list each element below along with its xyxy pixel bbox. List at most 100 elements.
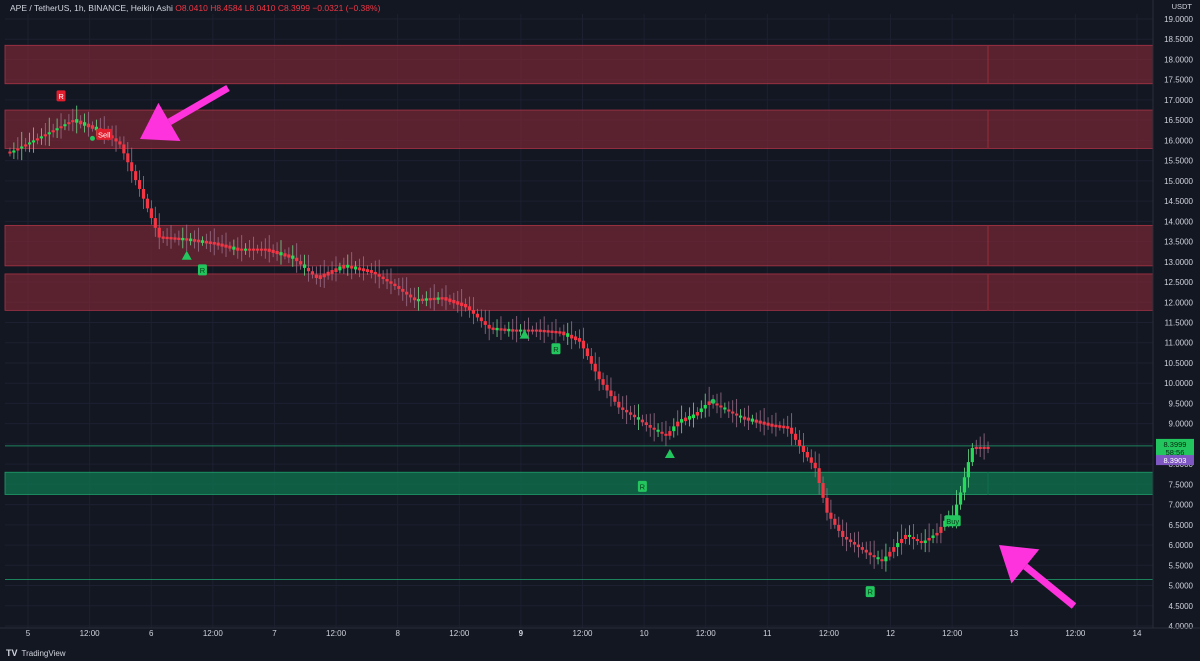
candle bbox=[841, 530, 845, 537]
candle bbox=[134, 171, 138, 181]
candle bbox=[342, 264, 346, 269]
grid bbox=[5, 14, 1153, 628]
candle bbox=[833, 518, 837, 525]
candle bbox=[216, 242, 220, 246]
candle bbox=[562, 331, 566, 336]
signal-label-box bbox=[865, 586, 875, 598]
candle bbox=[966, 462, 970, 478]
candle bbox=[982, 446, 986, 449]
candle bbox=[350, 265, 354, 269]
signal-label-sell: Sell bbox=[98, 130, 111, 139]
candle bbox=[499, 328, 503, 331]
price-axis-bg bbox=[1153, 0, 1200, 661]
candle bbox=[546, 330, 550, 333]
candle bbox=[200, 240, 205, 243]
candle bbox=[695, 412, 699, 416]
candle bbox=[825, 497, 829, 513]
candle bbox=[923, 540, 927, 544]
buy-triangle-marker bbox=[519, 329, 530, 339]
x-tick-label: 8 bbox=[395, 629, 400, 638]
candle bbox=[149, 208, 153, 219]
signal-label-buy: Buy bbox=[946, 517, 959, 526]
signal-label-box bbox=[96, 128, 113, 140]
candle bbox=[907, 534, 912, 537]
y-tick-label: 18.5000 bbox=[1164, 35, 1193, 44]
candle bbox=[94, 126, 98, 131]
candle bbox=[334, 268, 338, 273]
x-tick-label: 12:00 bbox=[819, 629, 840, 638]
candle bbox=[318, 275, 322, 279]
resistance-zone bbox=[4, 273, 1154, 311]
candle bbox=[864, 549, 868, 553]
candle bbox=[640, 419, 644, 423]
candle bbox=[377, 274, 381, 277]
candle bbox=[621, 407, 625, 410]
candle bbox=[848, 539, 853, 543]
candle bbox=[157, 227, 161, 238]
x-tick-label: 13 bbox=[1009, 629, 1018, 638]
candle bbox=[837, 524, 841, 531]
candle bbox=[707, 401, 711, 405]
candle bbox=[554, 330, 558, 334]
signal-label-r: R bbox=[200, 266, 206, 275]
y-tick-label: 4.5000 bbox=[1169, 602, 1194, 611]
tradingview-brand[interactable]: TV TradingView bbox=[6, 648, 66, 658]
symbol-title[interactable]: APE / TetherUS, 1h, BINANCE, Heikin Ashi bbox=[10, 3, 173, 13]
candle bbox=[306, 267, 311, 272]
candle bbox=[723, 407, 727, 410]
candle bbox=[479, 317, 483, 322]
candle bbox=[778, 425, 782, 428]
axis-currency-unit[interactable]: USDT bbox=[1171, 2, 1192, 11]
candle bbox=[244, 248, 248, 251]
candle bbox=[440, 297, 444, 300]
x-tick-label: 12:00 bbox=[449, 629, 470, 638]
candle bbox=[432, 297, 436, 301]
candle bbox=[71, 120, 75, 123]
candle bbox=[648, 425, 652, 428]
candle bbox=[821, 483, 825, 498]
candle bbox=[177, 237, 181, 240]
y-tick-label: 13.5000 bbox=[1164, 238, 1193, 247]
x-tick-label: 5 bbox=[26, 629, 31, 638]
candle bbox=[86, 123, 91, 128]
candle bbox=[279, 252, 283, 256]
candle bbox=[507, 328, 511, 332]
x-tick-label: 6 bbox=[149, 629, 154, 638]
candle bbox=[464, 303, 468, 308]
candle bbox=[585, 348, 589, 357]
candle bbox=[680, 419, 684, 423]
x-tick-label: 12:00 bbox=[326, 629, 347, 638]
price-label-box bbox=[1156, 438, 1194, 449]
candle bbox=[550, 330, 554, 333]
candle bbox=[55, 128, 59, 131]
candle bbox=[801, 445, 806, 452]
candle bbox=[727, 409, 731, 412]
candle bbox=[731, 411, 735, 414]
candle bbox=[735, 413, 739, 416]
x-tick-label: 14 bbox=[1133, 629, 1142, 638]
candle bbox=[232, 246, 236, 250]
signal-label-r: R bbox=[867, 588, 873, 597]
candle bbox=[275, 250, 279, 255]
candle bbox=[746, 417, 751, 421]
brand-label: TradingView bbox=[21, 648, 66, 658]
candle bbox=[43, 134, 47, 137]
candle bbox=[597, 371, 601, 380]
candle bbox=[632, 414, 637, 418]
candle bbox=[67, 122, 71, 125]
price-label-box bbox=[1156, 455, 1194, 466]
candle bbox=[927, 537, 931, 541]
y-tick-label: 12.0000 bbox=[1164, 298, 1193, 307]
y-tick-label: 15.5000 bbox=[1164, 157, 1193, 166]
candle bbox=[809, 457, 813, 463]
candle bbox=[346, 264, 350, 268]
candle bbox=[719, 405, 723, 408]
candle bbox=[267, 248, 271, 252]
candle bbox=[283, 253, 287, 257]
candle bbox=[412, 297, 417, 301]
y-tick-label: 16.0000 bbox=[1164, 136, 1193, 145]
candle bbox=[397, 286, 401, 289]
candle bbox=[573, 336, 578, 341]
candle bbox=[255, 248, 260, 251]
